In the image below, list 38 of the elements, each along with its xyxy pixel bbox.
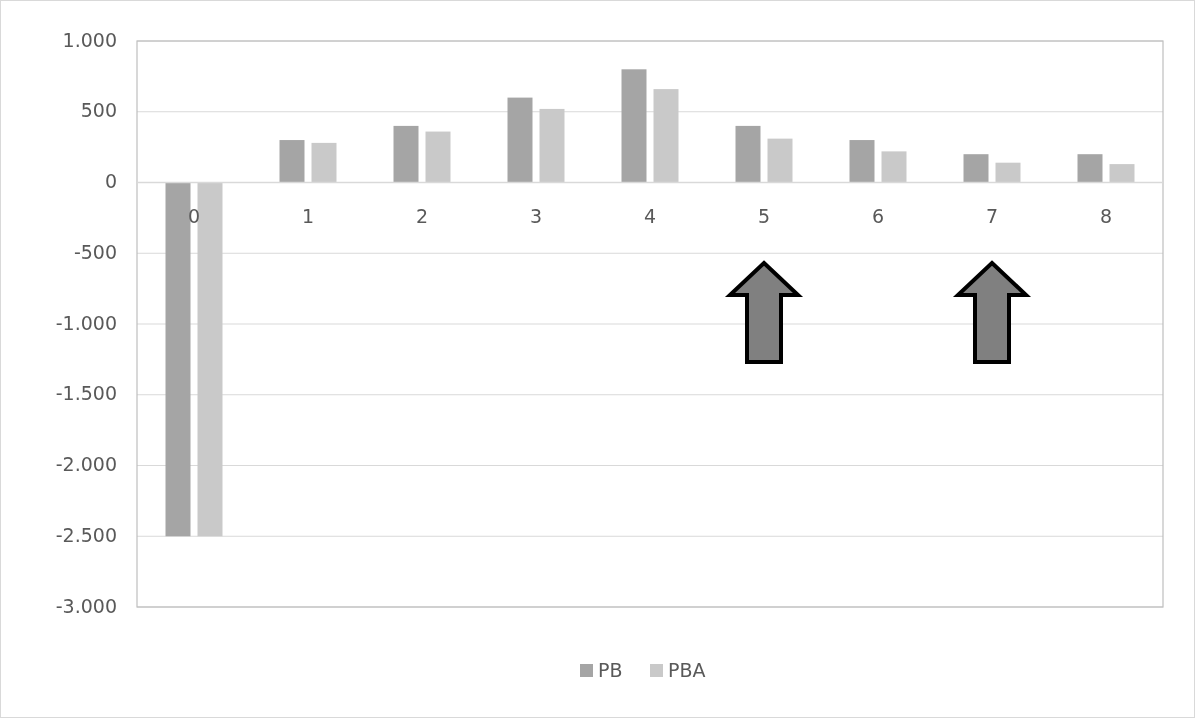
bar: [539, 108, 565, 183]
x-tick-label: 0: [187, 204, 201, 227]
bar: [1109, 164, 1135, 183]
bar: [1077, 154, 1103, 183]
y-tick-label: -1.000: [55, 311, 117, 334]
bar: [279, 140, 305, 183]
y-tick-label: 1.000: [62, 28, 117, 51]
bar: [881, 151, 907, 183]
x-tick-label: 1: [301, 204, 315, 227]
x-tick-label: 8: [1099, 204, 1113, 227]
y-tick-label: -500: [73, 240, 117, 263]
bar: [165, 182, 191, 537]
x-tick-label: 6: [871, 204, 885, 227]
x-tick-label: 3: [529, 204, 543, 227]
bar: [393, 125, 419, 183]
bar: [311, 142, 337, 183]
y-tick-label: -1.500: [55, 382, 117, 405]
bar: [767, 138, 793, 183]
bar: [425, 131, 451, 183]
bar: [197, 182, 223, 537]
bar: [621, 69, 647, 183]
bar: [735, 125, 761, 183]
x-tick-label: 2: [415, 204, 429, 227]
y-tick-label: 500: [80, 99, 117, 122]
bar: [507, 97, 533, 183]
legend-label: PBA: [668, 658, 706, 681]
x-tick-label: 5: [757, 204, 771, 227]
bar: [653, 89, 679, 183]
y-tick-label: -3.000: [55, 594, 117, 617]
x-tick-label: 4: [643, 204, 657, 227]
x-tick-label: 7: [985, 204, 999, 227]
legend-label: PB: [598, 658, 623, 681]
y-tick-label: 0: [104, 170, 117, 192]
y-tick-label: -2.500: [55, 523, 117, 546]
bar: [963, 154, 989, 183]
y-tick-label: -2.000: [55, 453, 117, 475]
bar: [849, 140, 875, 183]
bar: [995, 162, 1021, 183]
